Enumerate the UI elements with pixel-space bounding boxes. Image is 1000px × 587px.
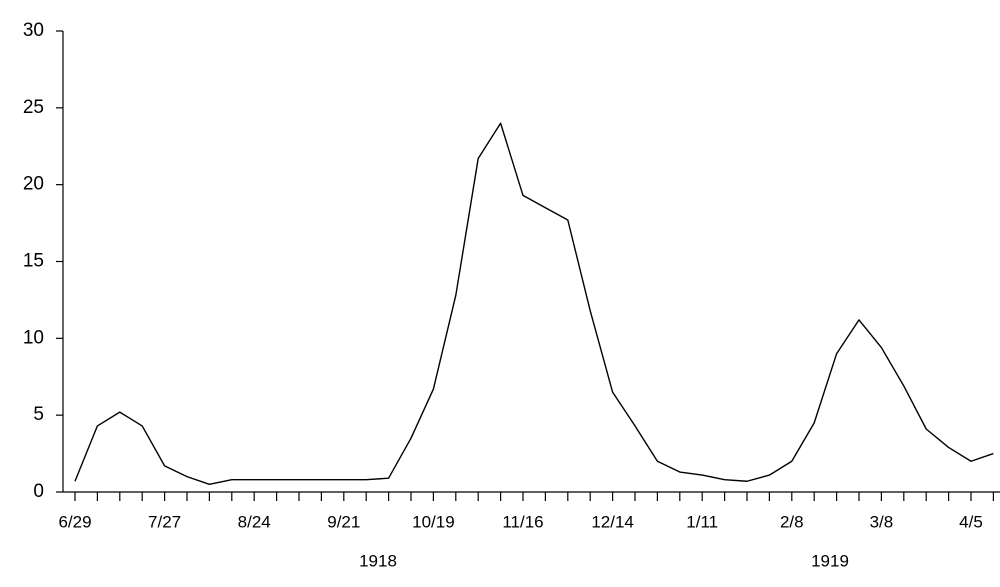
x-tick-label: 4/5: [959, 512, 983, 531]
y-tick-label: 5: [33, 404, 44, 425]
x-tick-label: 2/8: [780, 512, 804, 531]
x-tick-label: 8/24: [238, 512, 271, 531]
y-tick-label: 0: [33, 481, 44, 502]
x-tick-label: 1/11: [686, 512, 718, 531]
year-label: 1919: [811, 551, 849, 570]
x-tick-label: 6/29: [58, 512, 91, 531]
x-tick-label: 10/19: [412, 512, 455, 531]
y-tick-label: 25: [23, 97, 44, 118]
y-tick-label: 15: [23, 251, 44, 272]
x-tick-label: 11/16: [502, 512, 543, 531]
year-label: 1918: [359, 551, 397, 570]
data-line: [74, 122, 994, 486]
y-tick-label: 20: [23, 174, 44, 195]
x-tick-label: 3/8: [870, 512, 894, 531]
y-tick-label: 30: [23, 20, 44, 41]
x-tick-label: 9/21: [327, 512, 360, 531]
x-tick-label: 12/14: [591, 512, 634, 531]
x-tick-label: 7/27: [148, 512, 181, 531]
y-tick-label: 10: [23, 327, 44, 348]
